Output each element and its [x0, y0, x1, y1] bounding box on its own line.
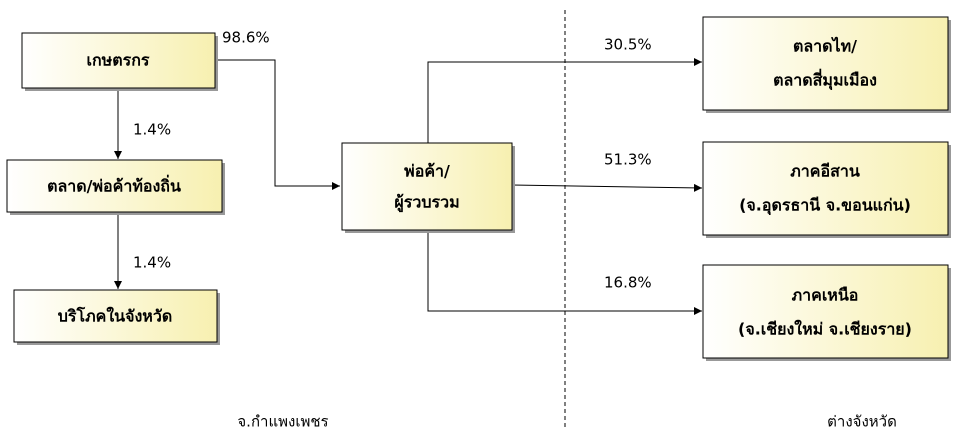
edge-label: 1.4%	[133, 121, 171, 139]
node-label: ตลาด/พ่อค้าท้องถิ่น	[47, 175, 181, 196]
node-label: ผู้รวบรวม	[394, 193, 459, 214]
node: ภาคเหนือ (จ.เชียงใหม่ จ.เชียงราย)	[702, 264, 951, 361]
edge-label: 30.5%	[604, 36, 652, 54]
arrow	[215, 59, 340, 190]
node-label: (จ.เชียงใหม่ จ.เชียงราย)	[738, 320, 912, 339]
node-label: ตลาดไท/	[793, 37, 857, 56]
edge-label: 16.8%	[604, 274, 652, 292]
node-label: ตลาดสี่มุมเมือง	[773, 69, 877, 91]
region-label: ต่างจังหวัด	[827, 413, 897, 431]
node-label: ภาคเหนือ	[792, 286, 859, 305]
node-label: (จ.อุดรธานี จ.ขอนแก่น)	[739, 196, 911, 216]
node-label: พ่อค้า/	[404, 162, 450, 181]
edge-label: 51.3%	[604, 151, 652, 169]
node: ภาคอีสาน (จ.อุดรธานี จ.ขอนแก่น)	[702, 141, 951, 238]
node-label: ภาคอีสาน	[790, 162, 860, 181]
node-label: บริโภคในจังหวัด	[58, 306, 172, 326]
node-label: เกษตรกร	[87, 51, 150, 70]
arrow	[511, 183, 703, 192]
region-label: จ.กำแพงเพชร	[237, 413, 328, 431]
node: บริโภคในจังหวัด	[13, 289, 220, 345]
node: พ่อค้า/ ผู้รวบรวม	[341, 142, 515, 233]
edge-label: 98.6%	[222, 29, 270, 47]
node: เกษตรกร	[21, 32, 218, 91]
node: ตลาด/พ่อค้าท้องถิ่น	[6, 159, 225, 215]
arrow	[427, 230, 702, 315]
node: ตลาดไท/ ตลาดสี่มุมเมือง	[702, 16, 951, 113]
edge-label: 1.4%	[133, 254, 171, 272]
